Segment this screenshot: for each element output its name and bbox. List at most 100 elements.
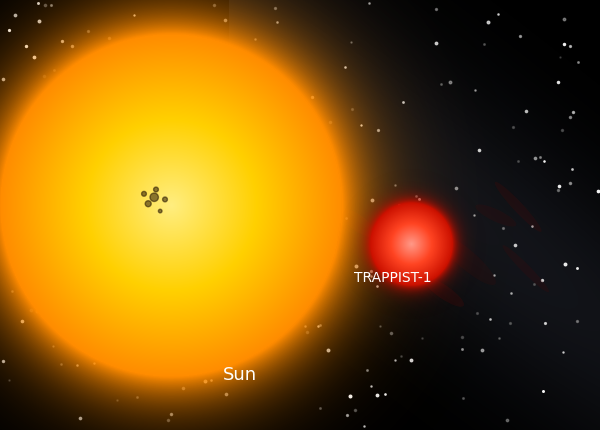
- Point: [206, 173, 215, 180]
- Point: [406, 356, 416, 363]
- Point: [71, 256, 81, 263]
- Point: [558, 349, 568, 356]
- Point: [4, 377, 13, 384]
- Point: [347, 106, 357, 113]
- Point: [49, 68, 59, 74]
- Point: [394, 202, 404, 209]
- Point: [489, 272, 499, 279]
- Point: [470, 87, 480, 94]
- Point: [414, 196, 424, 203]
- Point: [367, 197, 377, 204]
- Point: [82, 216, 92, 223]
- Point: [104, 36, 114, 43]
- Point: [366, 273, 376, 280]
- Point: [566, 180, 575, 187]
- Point: [206, 376, 215, 383]
- Circle shape: [142, 192, 146, 197]
- Point: [43, 201, 53, 208]
- Point: [14, 153, 23, 160]
- Ellipse shape: [424, 278, 464, 307]
- Point: [559, 42, 568, 49]
- Point: [200, 378, 209, 385]
- Point: [273, 297, 283, 304]
- Circle shape: [163, 197, 167, 203]
- Point: [220, 157, 230, 164]
- Point: [247, 320, 257, 327]
- Point: [396, 353, 406, 359]
- Point: [359, 423, 368, 430]
- Point: [190, 106, 200, 113]
- Point: [574, 60, 583, 67]
- Point: [0, 357, 8, 364]
- Point: [68, 214, 78, 221]
- Point: [494, 335, 504, 342]
- Point: [113, 397, 122, 404]
- Point: [502, 417, 512, 424]
- Point: [229, 310, 238, 317]
- Point: [116, 356, 126, 363]
- Point: [278, 249, 288, 256]
- Point: [40, 188, 49, 195]
- Point: [391, 356, 400, 363]
- Point: [148, 133, 158, 140]
- Point: [469, 212, 478, 219]
- Text: Sun: Sun: [223, 365, 257, 383]
- Point: [352, 263, 361, 270]
- Point: [565, 114, 575, 121]
- Point: [2, 225, 11, 232]
- Point: [57, 38, 67, 45]
- Point: [362, 367, 372, 374]
- Point: [356, 122, 365, 129]
- Point: [20, 172, 29, 179]
- Point: [510, 242, 520, 249]
- Ellipse shape: [268, 171, 304, 211]
- Point: [513, 159, 523, 166]
- Point: [271, 5, 280, 12]
- Point: [364, 1, 374, 8]
- Point: [412, 193, 421, 200]
- Point: [133, 393, 142, 400]
- Point: [323, 347, 333, 354]
- Point: [106, 337, 116, 344]
- Point: [505, 320, 515, 327]
- Point: [529, 281, 539, 288]
- Point: [300, 322, 310, 329]
- Point: [373, 127, 382, 134]
- Point: [250, 37, 259, 44]
- Point: [241, 352, 250, 359]
- Point: [315, 404, 325, 411]
- Point: [269, 89, 278, 96]
- Point: [11, 175, 21, 181]
- Point: [89, 359, 98, 366]
- Point: [34, 18, 44, 25]
- Point: [342, 411, 352, 418]
- Point: [346, 39, 355, 46]
- Point: [166, 270, 175, 277]
- Point: [182, 287, 191, 294]
- Point: [350, 407, 360, 414]
- Point: [366, 383, 376, 390]
- Point: [309, 243, 319, 249]
- Point: [150, 143, 160, 150]
- Point: [66, 147, 76, 154]
- Point: [553, 79, 563, 86]
- Point: [67, 281, 77, 288]
- Point: [418, 335, 427, 342]
- Ellipse shape: [495, 182, 542, 232]
- Point: [104, 278, 114, 285]
- Point: [221, 78, 230, 85]
- Point: [178, 201, 187, 208]
- Point: [164, 416, 173, 423]
- Point: [220, 18, 230, 25]
- Point: [0, 207, 9, 214]
- Point: [76, 414, 85, 421]
- Point: [346, 393, 355, 400]
- Ellipse shape: [503, 246, 549, 292]
- Point: [86, 292, 96, 299]
- Point: [390, 182, 400, 189]
- Point: [538, 387, 548, 394]
- Point: [557, 127, 566, 134]
- Circle shape: [154, 187, 158, 193]
- Point: [508, 124, 518, 131]
- Point: [107, 304, 117, 311]
